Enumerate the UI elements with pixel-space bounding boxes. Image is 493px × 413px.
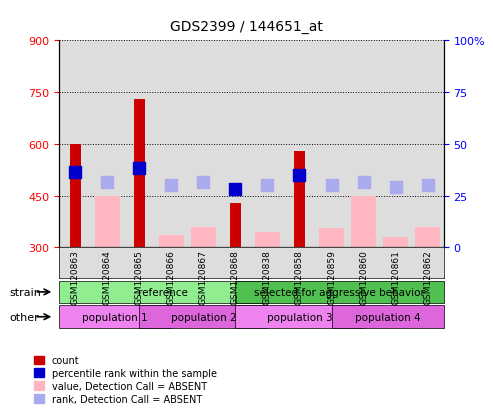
Text: GSM120861: GSM120861 (391, 249, 400, 304)
Bar (159, 236, 184, 248)
Text: reference: reference (139, 287, 188, 297)
Bar (415, 227, 440, 248)
FancyBboxPatch shape (235, 281, 444, 304)
Bar (351, 196, 376, 248)
Text: population 2: population 2 (171, 312, 236, 322)
Text: GSM120863: GSM120863 (70, 249, 80, 304)
Text: GSM120866: GSM120866 (167, 249, 176, 304)
Bar (70, 145, 81, 248)
FancyBboxPatch shape (139, 306, 267, 328)
Text: GDS2399 / 144651_at: GDS2399 / 144651_at (170, 20, 323, 34)
Text: GSM120865: GSM120865 (135, 249, 144, 304)
Point (135, 165, 143, 172)
Bar (255, 232, 280, 248)
Point (423, 183, 432, 189)
Point (327, 183, 335, 189)
Text: GSM120862: GSM120862 (423, 249, 432, 304)
Text: GSM120858: GSM120858 (295, 249, 304, 304)
Point (359, 179, 367, 186)
Bar (230, 203, 241, 248)
FancyBboxPatch shape (331, 306, 444, 328)
Text: other: other (10, 312, 39, 322)
Text: GSM120867: GSM120867 (199, 249, 208, 304)
Point (199, 179, 207, 186)
Text: GSM120864: GSM120864 (103, 249, 112, 304)
Bar (95, 196, 120, 248)
Point (391, 184, 399, 191)
Text: population 3: population 3 (267, 312, 332, 322)
Text: GSM120860: GSM120860 (359, 249, 368, 304)
Point (167, 183, 176, 189)
Point (71, 169, 79, 176)
Text: selected for aggressive behavior: selected for aggressive behavior (254, 287, 425, 297)
Bar (294, 152, 305, 248)
Bar (134, 100, 145, 248)
FancyBboxPatch shape (59, 306, 172, 328)
Text: GSM120859: GSM120859 (327, 249, 336, 304)
Text: strain: strain (10, 287, 42, 297)
Text: GSM120838: GSM120838 (263, 249, 272, 304)
Bar (319, 229, 344, 248)
Text: population 1: population 1 (82, 312, 148, 322)
FancyBboxPatch shape (59, 281, 267, 304)
Point (295, 172, 303, 179)
Bar (383, 237, 408, 248)
Text: population 4: population 4 (355, 312, 421, 322)
Point (231, 186, 239, 192)
Point (263, 183, 271, 189)
Legend: count, percentile rank within the sample, value, Detection Call = ABSENT, rank, : count, percentile rank within the sample… (35, 356, 217, 404)
Bar (191, 227, 216, 248)
Point (103, 179, 111, 186)
Text: GSM120868: GSM120868 (231, 249, 240, 304)
FancyBboxPatch shape (235, 306, 363, 328)
